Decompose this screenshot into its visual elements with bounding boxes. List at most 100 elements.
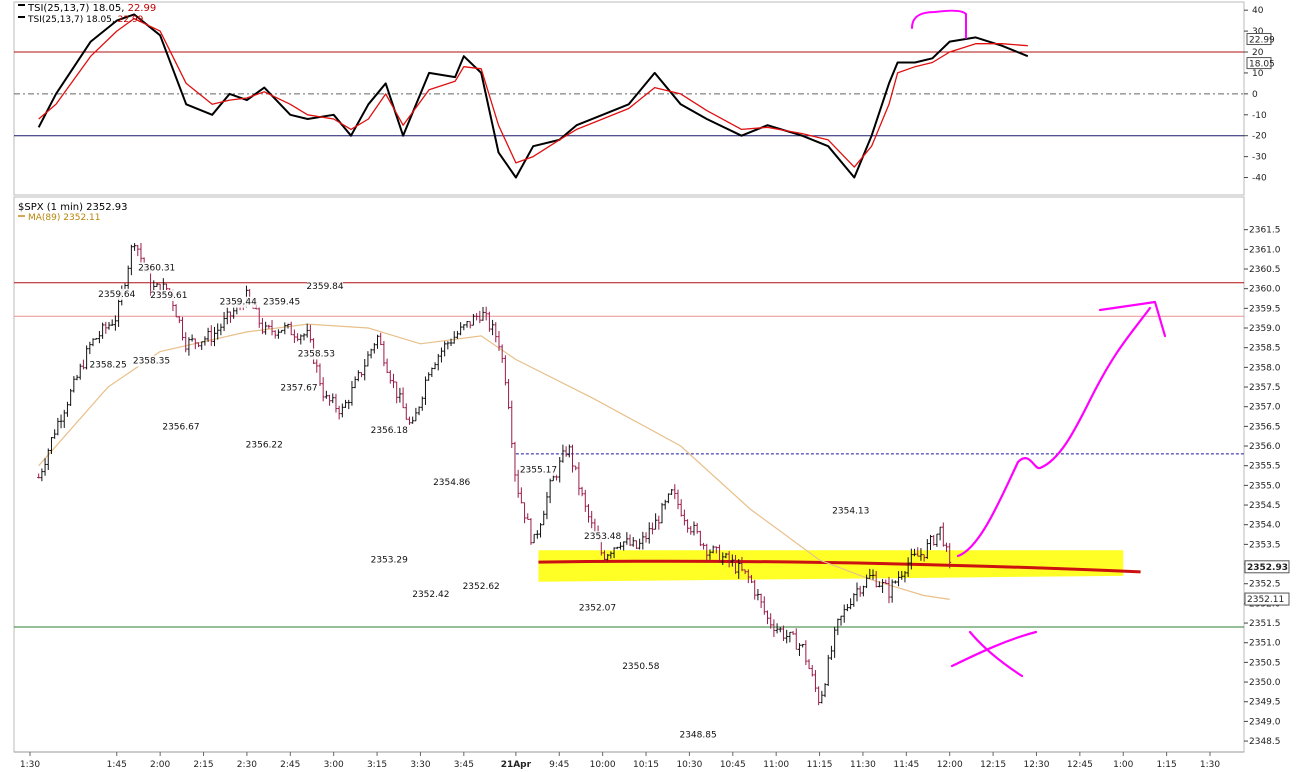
support-highlight	[538, 550, 1141, 582]
tsi-legend-value: 18.05	[93, 3, 122, 14]
tsi-tick-label: -10	[1252, 111, 1267, 121]
tsi-legend-label: TSI(25,13,7)	[27, 3, 89, 14]
price-tick-label: 2351.0	[1249, 639, 1281, 649]
price-tick-label: 2354.5	[1249, 501, 1281, 511]
price-label-box	[280, 382, 317, 394]
price-label: 2359.61	[150, 291, 187, 301]
x-tick-label: 1:30	[20, 760, 40, 770]
ma-legend-value: 2352.11	[63, 213, 100, 223]
tsi-tick-label: 0	[1252, 90, 1258, 100]
price-tick-label: 2359.5	[1249, 304, 1281, 314]
ma-legend-swatch	[18, 215, 25, 217]
tsi-tick-label: -20	[1252, 132, 1267, 142]
price-label: 2352.42	[412, 590, 449, 600]
price-label-box	[832, 505, 869, 517]
tsi-legend-swatch-2	[18, 16, 25, 18]
x-tick-label: 10:00	[590, 760, 616, 770]
price-label-box	[298, 348, 335, 360]
price-label-box	[579, 602, 616, 614]
tsi-tick-label: -30	[1252, 153, 1267, 163]
support-trendline	[538, 559, 1141, 574]
tsi-series-1	[38, 17, 1028, 168]
price-label-box	[150, 290, 187, 302]
price-tick-label: 2359.0	[1249, 324, 1281, 334]
tsi-tick-label: 30	[1252, 27, 1264, 37]
tsi-tick-label: 20	[1252, 48, 1264, 58]
price-label: 2352.07	[579, 604, 616, 614]
price-label: 2358.25	[89, 361, 126, 371]
x-tick-label: 1:45	[107, 760, 127, 770]
price-label-box	[371, 424, 408, 436]
x-tick-label: 11:30	[850, 760, 876, 770]
price-tick-label: 2354.0	[1249, 521, 1281, 531]
price-panel: 2360.31 2359.64 2359.61 2359.44 2359.45 2359.…	[13, 9, 1290, 753]
price-tick-label: 2356.5	[1249, 422, 1281, 432]
price-label: 2359.44	[220, 298, 257, 308]
tsi-top-annotation	[911, 9, 967, 39]
price-label-box	[622, 661, 659, 673]
price-tick-label: 2351.5	[1249, 619, 1281, 629]
price-label-box	[433, 476, 470, 488]
x-axis: 1:30 1:45 2:00 2:15 2:30 2:45 3:00 3:15 3:30 3:45…	[14, 751, 1244, 770]
tsi-series-0	[37, 13, 1029, 179]
price-right-badges: 2352.93 2352.11	[1244, 560, 1290, 606]
price-label: 2353.29	[371, 556, 408, 566]
x-tick-label: 2:00	[150, 760, 170, 770]
highlight-band	[538, 550, 1124, 582]
price-label: 2360.31	[138, 263, 175, 273]
price-legend-label: $SPX (1 min)	[18, 202, 83, 213]
price-label: 2350.58	[622, 662, 659, 672]
price-tick-label: 2355.5	[1249, 462, 1281, 472]
tsi-panel-frame	[13, 1, 1245, 196]
price-label: 2354.86	[433, 478, 470, 488]
price-label: 2354.13	[832, 507, 869, 517]
price-label: 2356.22	[246, 440, 283, 450]
price-tick-label: 2360.5	[1249, 265, 1281, 275]
price-label: 2357.67	[280, 383, 317, 393]
price-label-box	[138, 262, 175, 274]
tsi-legend: TSI(25,13,7) 18.05, 22.99 TSI(25,13,7) 1…	[18, 3, 156, 25]
tsi-legend-value-2: 18.05	[86, 15, 112, 25]
x-mark-stroke-2	[950, 630, 1038, 668]
price-label-box	[371, 554, 408, 566]
price-label-box	[463, 580, 500, 592]
price-label-box	[680, 729, 717, 741]
x-tick-label: 3:45	[454, 760, 474, 770]
price-tick-label: 2357.5	[1249, 383, 1281, 393]
price-legend-value: 2352.93	[86, 202, 127, 213]
price-tick-label: 2358.5	[1249, 344, 1281, 354]
price-tick-label: 2361.0	[1249, 245, 1281, 255]
price-label-box	[90, 359, 127, 371]
price-y-axis: 2361.5 2361.0 2360.5 2360.0 2359.5 2359.0 2358…	[1244, 226, 1281, 747]
tsi-legend-signal: 22.99	[128, 3, 157, 14]
x-tick-label: 11:15	[807, 760, 833, 770]
price-legend: $SPX (1 min) 2352.93 MA(89) 2352.11	[18, 202, 128, 223]
x-tick-label: 3:15	[367, 760, 387, 770]
price-badge: 2352.93	[1247, 563, 1288, 573]
tsi-badge-box	[1246, 33, 1272, 46]
price-label: 2358.53	[298, 350, 335, 360]
price-panel-frame	[13, 196, 1245, 753]
price-tick-label: 2350.0	[1249, 678, 1281, 688]
price-label: 2352.62	[463, 582, 500, 592]
tsi-tick-label: -40	[1252, 174, 1267, 184]
price-label-box	[263, 296, 300, 308]
price-tick-label: 2352.5	[1249, 580, 1281, 590]
svg-text:MA(89) 2352.11: MA(89) 2352.11	[28, 213, 101, 223]
price-tick-label: 2355.0	[1249, 481, 1281, 491]
price-label: 2356.67	[162, 423, 199, 433]
annotations	[911, 9, 1167, 678]
price-tick-label: 2349.5	[1249, 698, 1281, 708]
price-label: 2358.35	[133, 357, 170, 367]
x-tick-label: 3:30	[410, 760, 430, 770]
tsi-tick-label: 40	[1252, 6, 1264, 16]
up-arrow-head	[1098, 300, 1167, 338]
x-tick-label: 10:15	[633, 760, 659, 770]
x-tick-label: 2:30	[237, 760, 257, 770]
x-tick-label: 21Apr	[501, 760, 532, 770]
price-tick-label: 2357.0	[1249, 403, 1281, 413]
x-tick-label: 11:45	[893, 760, 919, 770]
price-label: 2359.84	[306, 282, 343, 292]
tsi-y-axis: 40 30 20 10 0 -10 -20 -30 -40	[1244, 6, 1267, 184]
